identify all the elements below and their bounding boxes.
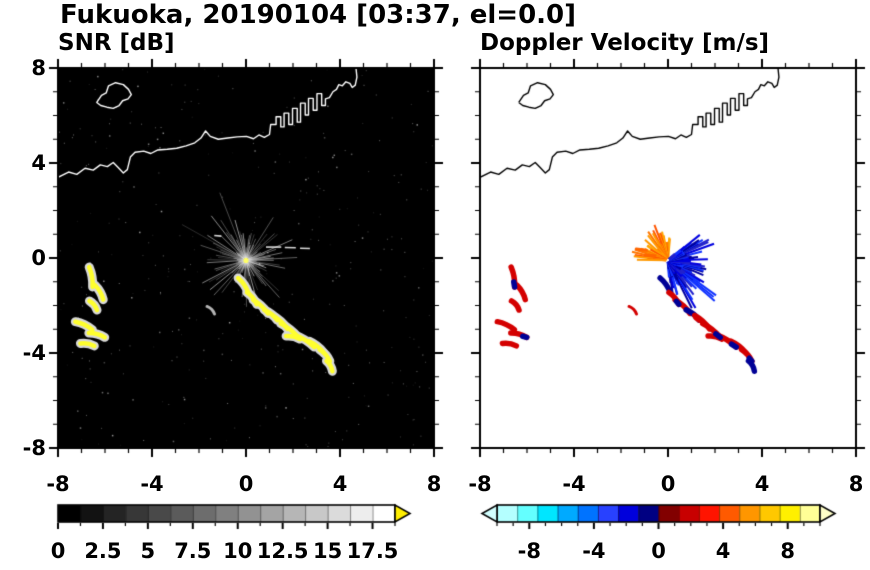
snr-colorbar-tick-label: 0 xyxy=(50,539,66,563)
snr-colorbar-tick-label: 10 xyxy=(223,539,253,563)
snr-x-tick-label: -4 xyxy=(140,472,164,496)
snr-colorbar-tick-label: 12.5 xyxy=(256,539,309,563)
snr-colorbar-tick-label: 7.5 xyxy=(174,539,212,563)
velocity-x-tick-label: -8 xyxy=(468,472,492,496)
snr-y-tick-label: -8 xyxy=(22,436,46,460)
snr-x-tick-label: 8 xyxy=(426,472,442,496)
snr-panel-title: SNR [dB] xyxy=(58,30,175,56)
velocity-colorbar-tick-label: 8 xyxy=(780,539,795,563)
snr-x-tick-label: 0 xyxy=(238,472,254,496)
snr-y-tick-label: 0 xyxy=(31,246,46,270)
velocity-x-tick-label: -4 xyxy=(562,472,586,496)
snr-colorbar-tick-label: 5 xyxy=(140,539,156,563)
snr-y-tick-label: -4 xyxy=(22,341,46,365)
snr-plot-canvas xyxy=(44,54,448,462)
snr-colorbar-tick-label: 15 xyxy=(312,539,343,563)
snr-colorbar-tick-label: 17.5 xyxy=(346,539,399,563)
velocity-colorbar-tick-label: 0 xyxy=(651,539,666,563)
figure-title: Fukuoka, 20190104 [03:37, el=0.0] xyxy=(60,0,577,30)
velocity-colorbar-tick-label: -4 xyxy=(582,539,606,563)
velocity-plot-canvas xyxy=(466,54,870,462)
velocity-x-tick-label: 4 xyxy=(754,472,770,496)
velocity-panel-title: Doppler Velocity [m/s] xyxy=(480,30,770,56)
snr-x-tick-label: 4 xyxy=(332,472,348,496)
velocity-colorbar xyxy=(479,503,843,531)
velocity-colorbar-tick-label: -8 xyxy=(517,539,541,563)
snr-y-tick-label: 4 xyxy=(31,151,46,175)
snr-y-tick-label: 8 xyxy=(31,56,46,80)
snr-x-tick-label: -8 xyxy=(46,472,70,496)
velocity-x-tick-label: 8 xyxy=(848,472,864,496)
velocity-x-tick-label: 0 xyxy=(660,472,676,496)
snr-colorbar-tick-label: 2.5 xyxy=(84,539,122,563)
snr-colorbar xyxy=(56,503,416,531)
velocity-colorbar-tick-label: 4 xyxy=(715,539,731,563)
